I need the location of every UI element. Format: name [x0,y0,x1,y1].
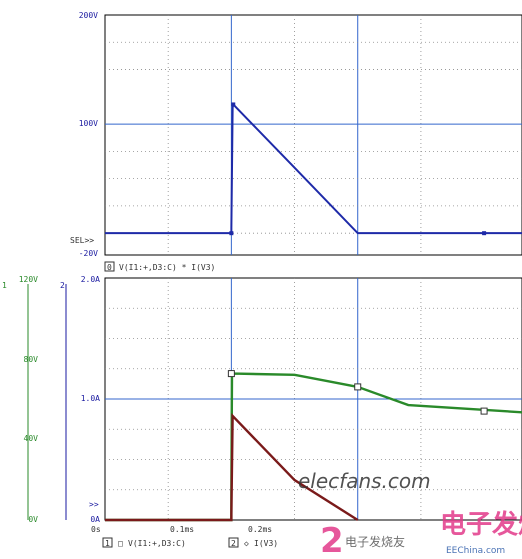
legend1-label: V(I1:+,D3:C) [128,539,186,548]
legend2-marker: ◇ [244,539,249,548]
axis2-id: 2 [60,281,65,290]
axis1-tick-80: 80V [24,355,39,364]
axis-marker: >> [89,500,99,509]
axis1-tick-0: 0V [28,515,38,524]
voltage-marker [354,383,362,391]
bottom-legend: 1 □ V(I1:+,D3:C) 2 ◇ I(V3) [102,537,278,548]
top-trace-point [229,231,234,236]
x-tick-0-2: 0.2ms [248,525,272,534]
top-y-tick-100: 100V [79,119,98,128]
axis2-tick-2: 2.0A [81,275,100,284]
top-plot-frame [104,14,522,256]
watermark-site: elecfans.com [298,469,431,493]
top-trace-point [231,102,236,107]
top-y-tick-200: 200V [79,11,98,20]
axis2-tick-0: 0A [90,515,100,524]
axis1-tick-40: 40V [24,434,39,443]
watermark-num: 2 [320,521,344,559]
bottom-trace-1 [105,413,359,522]
trace-layer [105,102,522,522]
top-trace-point [482,231,487,236]
axis1-id: 1 [2,281,7,290]
voltage-marker [480,407,488,415]
watermark-sub: EEChina.com [446,546,505,556]
legend1-marker: □ [118,539,123,548]
watermark: elecfans.com 2 电子发烧友 电子发烧友 EEChina.com [298,469,522,559]
axis2-tick-1: 1.0A [81,394,100,403]
top-legend: 0 V(I1:+,D3:C) * I(V3) [104,261,215,272]
voltage-marker [227,370,235,378]
axis1-tick-120: 120V [19,275,38,284]
top-legend-label: V(I1:+,D3:C) * I(V3) [119,263,215,272]
legend2-axis: 2 [231,539,236,548]
sel-marker: SEL>> [70,236,94,245]
watermark-cn-big: 电子发烧友 [440,509,522,540]
watermark-cn: 电子发烧友 [345,534,405,549]
x-tick-0-1: 0.1ms [170,525,194,534]
legend2-label: I(V3) [254,539,278,548]
top-legend-marker: 0 [107,263,112,272]
top-y-tick-neg20: -20V [79,249,98,258]
legend1-axis: 1 [105,539,110,548]
x-tick-0: 0s [91,525,101,534]
